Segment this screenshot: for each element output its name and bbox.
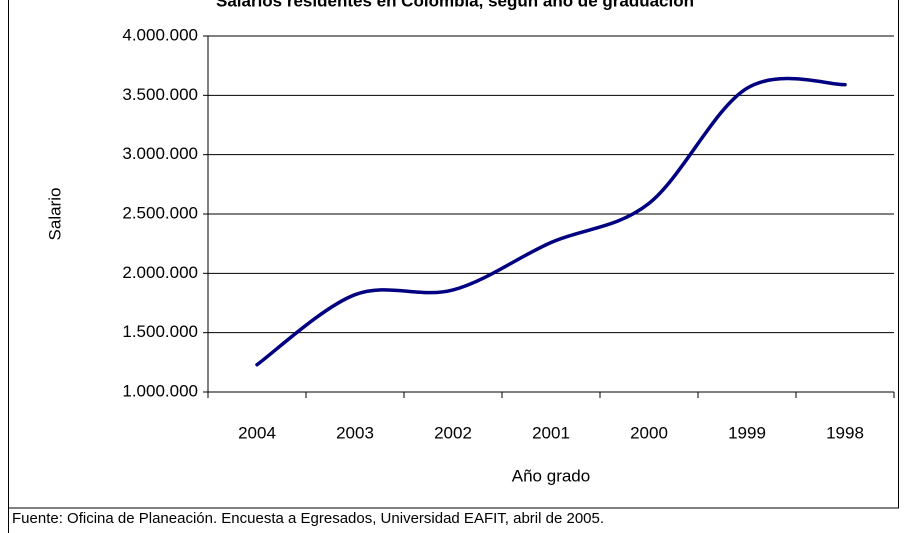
y-tick-label: 1.000.000 [122,381,198,400]
y-tick-label: 4.000.000 [122,25,198,44]
y-tick-label: 1.500.000 [122,322,198,341]
x-tick-label: 2003 [336,423,374,442]
x-tick-label: 2004 [238,423,276,442]
x-tick-label: 2000 [630,423,668,442]
chart-title: Salarios residentes en Colombia, según a… [216,0,694,10]
y-tick-label: 2.000.000 [122,263,198,282]
x-axis-label: Año grado [512,466,590,485]
y-axis-label: Salario [45,188,64,241]
source-note: Fuente: Oficina de Planeación. Encuesta … [12,510,604,527]
x-tick-label: 1999 [728,423,766,442]
x-tick-label: 1998 [826,423,864,442]
x-tick-label: 2001 [532,423,570,442]
y-tick-label: 3.500.000 [122,85,198,104]
y-tick-label: 2.500.000 [122,203,198,222]
chart-frame [8,0,899,509]
data-line [255,76,847,367]
x-tick-label: 2002 [434,423,472,442]
y-tick-label: 3.000.000 [122,144,198,163]
